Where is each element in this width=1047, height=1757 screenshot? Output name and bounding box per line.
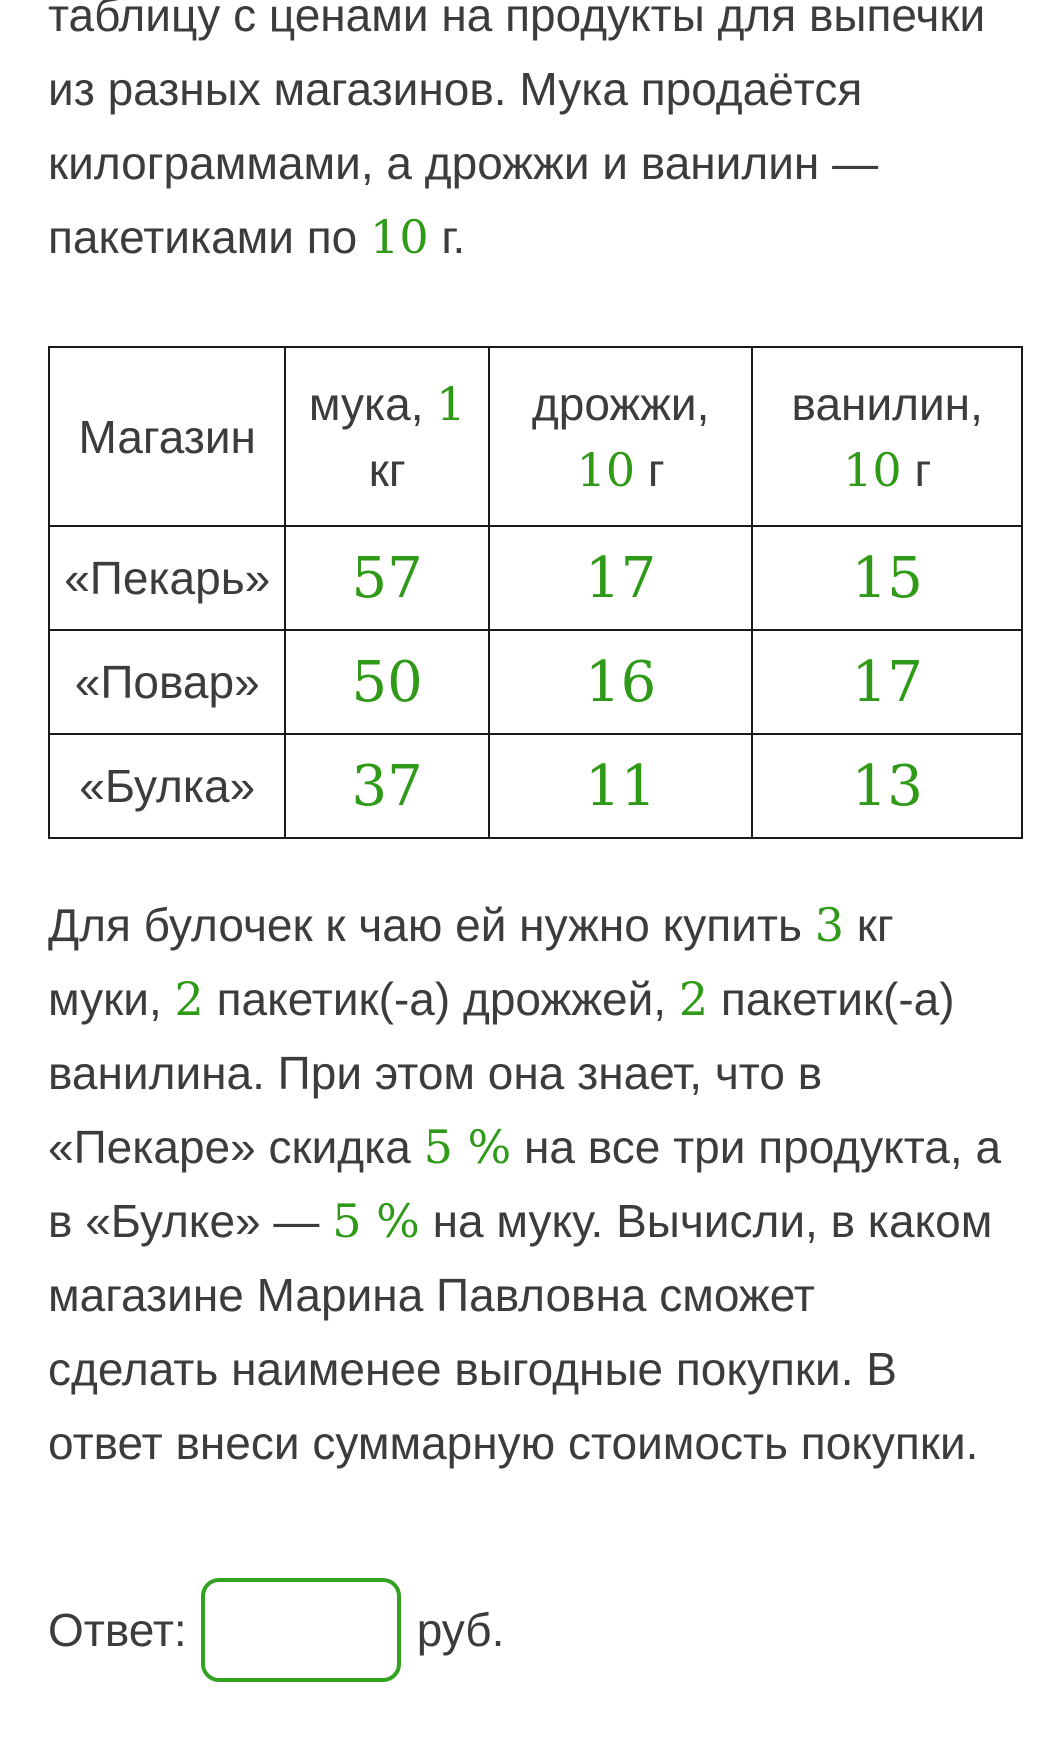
shop-name: «Повар» (47, 629, 287, 735)
shop-name: «Пекарь» (47, 525, 287, 631)
yeast-price: 17 (585, 545, 657, 611)
table-row: «Повар» 50 16 17 (47, 629, 1023, 735)
bulka-discount-number: 5 % (332, 1194, 420, 1248)
package-weight-number: 10 (370, 210, 429, 264)
intro-line: из разных магазинов. Мука продаётся (48, 63, 863, 115)
price-cell: 11 (487, 733, 754, 839)
table-header-row: Магазин мука, 1 кг дрожжи, 10 г ванилин, 10… (47, 346, 1023, 527)
flour-amount-number: 3 (814, 898, 844, 952)
yeast-price: 16 (585, 649, 657, 715)
price-cell: 16 (487, 629, 754, 735)
vanillin-amount-number: 2 (678, 972, 709, 1026)
header-yeast: дрожжи, 10 г (487, 346, 754, 527)
price-cell: 17 (487, 525, 754, 631)
answer-input[interactable] (200, 1578, 401, 1682)
task-text: на муку. Вычисли, в каком (419, 1195, 993, 1247)
header-flour-unit: кг (368, 443, 406, 496)
vanillin-price: 17 (851, 649, 923, 715)
intro-line: пакетиками по 10 г. (48, 200, 1023, 274)
price-cell: 57 (284, 525, 490, 631)
header-flour: мука, 1 кг (284, 346, 490, 527)
task-line: «Пекаре» скидка 5 % на все три продукта,… (48, 1110, 1023, 1184)
header-yeast-label: дрожжи, (531, 377, 710, 430)
task-text: пакетик(-а) дрожжей, (203, 973, 679, 1025)
header-yeast-unit: г (635, 443, 665, 496)
price-cell: 50 (284, 629, 490, 735)
flour-price: 57 (351, 545, 423, 611)
baker-discount-number: 5 % (423, 1120, 512, 1174)
table-row: «Пекарь» 57 17 15 (47, 525, 1023, 631)
task-text: Для булочек к чаю ей нужно купить (48, 899, 815, 951)
header-shop: Магазин (47, 346, 287, 527)
task-line: в «Булке» — 5 % на муку. Вычисли, в како… (48, 1184, 1023, 1258)
intro-paragraph: таблицу с ценами на продукты для выпечки… (48, 0, 1023, 274)
header-vanillin: ванилин, 10 г (751, 346, 1023, 527)
task-line: муки, 2 пакетик(-а) дрожжей, 2 пакетик(-… (48, 962, 1023, 1036)
header-vanillin-unit: г (901, 443, 932, 496)
answer-label: Ответ: (48, 1604, 187, 1656)
price-cell: 37 (284, 733, 490, 839)
shop-name: «Булка» (47, 733, 287, 839)
price-cell: 15 (751, 525, 1023, 631)
header-flour-label: мука, (308, 377, 437, 430)
intro-line: таблицу с ценами на продукты для выпечки (48, 0, 986, 41)
task-page: таблицу с ценами на продукты для выпечки… (47, 0, 1023, 1682)
task-text: кг (844, 899, 894, 951)
price-table: Магазин мука, 1 кг дрожжи, 10 г ванилин, 10… (47, 346, 1023, 839)
intro-line: килограммами, а дрожжи и ванилин — (48, 137, 879, 189)
task-text: пакетик(-а) (708, 973, 955, 1025)
task-text: в «Булке» — (48, 1195, 333, 1247)
header-yeast-number: 10 (576, 442, 636, 497)
price-cell: 17 (751, 629, 1023, 735)
header-flour-number: 1 (436, 376, 466, 431)
vanillin-price: 15 (851, 545, 923, 611)
answer-row: Ответ: руб. (48, 1575, 504, 1685)
task-line: сделать наименее выгодные покупки. В (48, 1343, 897, 1395)
task-paragraph: Для булочек к чаю ей нужно купить 3 кг м… (48, 888, 1023, 1480)
yeast-amount-number: 2 (174, 972, 204, 1026)
intro-text: пакетиками по (48, 211, 371, 263)
intro-unit: г. (428, 211, 466, 263)
task-text: на все три продукта, а (511, 1121, 1002, 1173)
task-line: ответ внеси суммарную стоимость покупки. (48, 1417, 979, 1469)
task-text: «Пекаре» скидка (48, 1121, 424, 1173)
yeast-price: 11 (585, 753, 657, 819)
answer-unit: руб. (416, 1604, 505, 1656)
price-cell: 13 (751, 733, 1023, 839)
task-text: муки, (48, 973, 175, 1025)
header-vanillin-number: 10 (843, 442, 902, 497)
flour-price: 50 (351, 649, 423, 715)
task-line: магазине Марина Павловна сможет (48, 1269, 815, 1321)
task-line: ванилина. При этом она знает, что в (48, 1047, 823, 1099)
vanillin-price: 13 (851, 753, 923, 819)
table-row: «Булка» 37 11 13 (47, 733, 1023, 839)
header-vanillin-label: ванилин, (791, 377, 983, 430)
flour-price: 37 (351, 753, 423, 819)
task-line: Для булочек к чаю ей нужно купить 3 кг (48, 888, 1023, 962)
